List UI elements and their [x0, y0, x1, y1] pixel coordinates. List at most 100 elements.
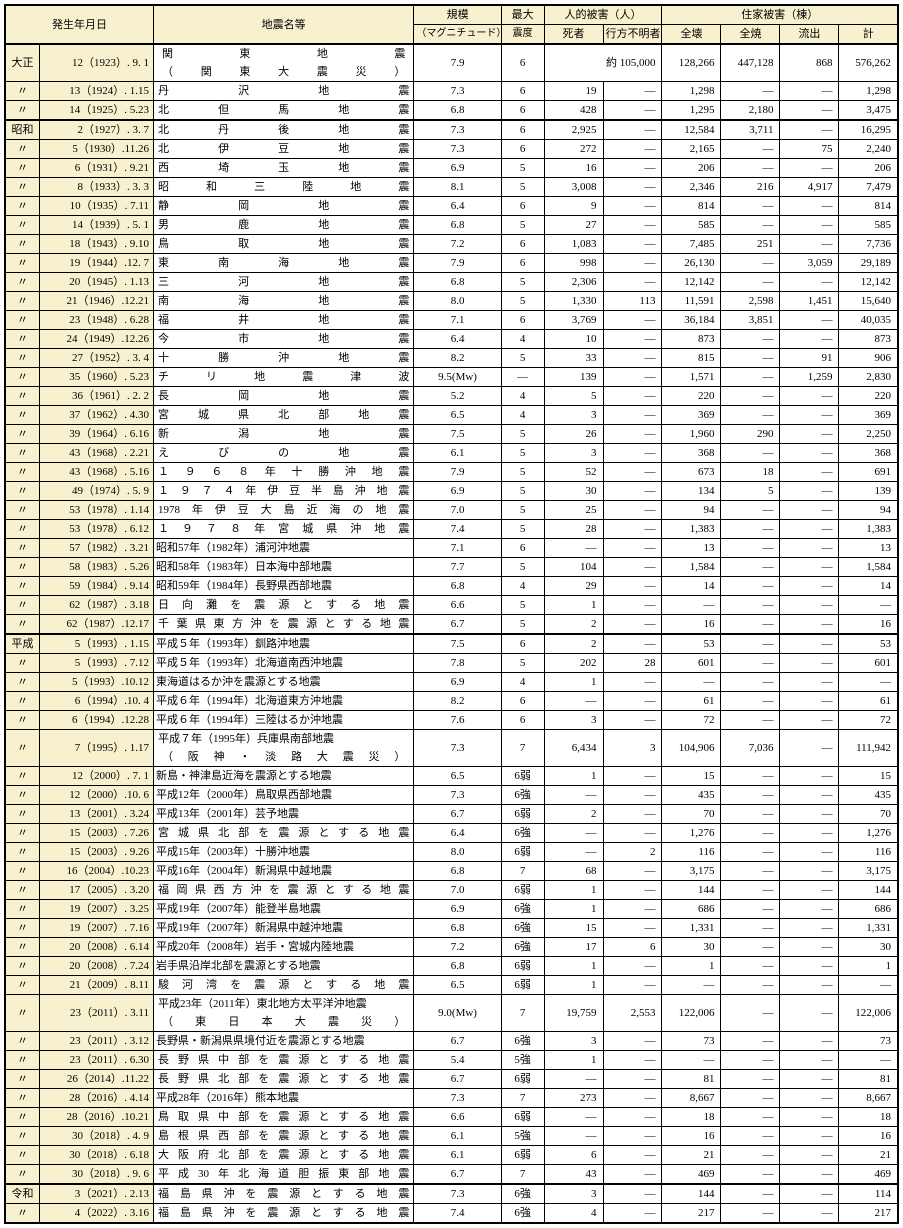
table-row: 〃19（2007）. 7.16平成19年（2007年）新潟県中越沖地震6.86強… [5, 919, 898, 938]
era-cell: 〃 [5, 1165, 40, 1185]
intensity-cell: 6 [501, 197, 544, 216]
total-cell: 368 [839, 444, 898, 463]
missing-cell: ― [603, 349, 662, 368]
deaths-cell: 3 [544, 444, 603, 463]
date-cell: 5（1993）. 1.15 [40, 634, 154, 654]
intensity-cell: 6 [501, 711, 544, 730]
deaths-cell: 10 [544, 330, 603, 349]
burned-cell: ― [721, 767, 780, 786]
total-cell: 30 [839, 938, 898, 957]
date-cell: 5（1993）.10.12 [40, 673, 154, 692]
deaths-cell: ― [544, 786, 603, 805]
magnitude-cell: 7.1 [414, 539, 501, 558]
table-row: 〃62（1987）. 3.18日向灘を震源とする地震6.651――――― [5, 596, 898, 615]
intensity-cell: 6強 [501, 900, 544, 919]
era-cell: 〃 [5, 254, 40, 273]
washed-cell: ― [780, 843, 839, 862]
date-cell: 19（2007）. 7.16 [40, 919, 154, 938]
era-cell: 〃 [5, 82, 40, 101]
total-cell: 1,584 [839, 558, 898, 577]
total-cell: 70 [839, 805, 898, 824]
date-cell: 13（1924）. 1.15 [40, 82, 154, 101]
burned-cell: ― [721, 862, 780, 881]
intensity-cell: 5 [501, 615, 544, 635]
burned-cell: ― [721, 900, 780, 919]
table-row: 〃24（1949）.12.26今市地震6.4410―873――873 [5, 330, 898, 349]
washed-cell: ― [780, 1127, 839, 1146]
missing-cell: 2,553 [603, 995, 662, 1032]
destroyed-cell: 220 [662, 387, 721, 406]
burned-cell: ― [721, 1165, 780, 1185]
deaths-cell: 1 [544, 767, 603, 786]
name-cell: 福井地震 [153, 311, 413, 330]
intensity-cell: 7 [501, 862, 544, 881]
magnitude-cell: 6.6 [414, 1108, 501, 1127]
total-cell: 686 [839, 900, 898, 919]
missing-cell: ― [603, 1204, 662, 1224]
intensity-cell: 6 [501, 101, 544, 121]
name-cell: 北伊豆地震 [153, 140, 413, 159]
washed-cell: ― [780, 957, 839, 976]
washed-cell: ― [780, 235, 839, 254]
table-row: 〃 4（2022）. 3.16福島県沖を震源とする地震7.46強4―217――2… [5, 1204, 898, 1224]
table-row: 〃28（2016）.10.21鳥取県中部を震源とする地震6.66弱――18――1… [5, 1108, 898, 1127]
intensity-cell: 6 [501, 311, 544, 330]
name-cell: 長岡地震 [153, 387, 413, 406]
washed-cell: ― [780, 311, 839, 330]
era-cell: 〃 [5, 463, 40, 482]
magnitude-cell: 7.7 [414, 558, 501, 577]
era-cell: 〃 [5, 862, 40, 881]
table-row: 〃43（1968）. 2.21えびの地震6.153―368――368 [5, 444, 898, 463]
destroyed-cell: 61 [662, 692, 721, 711]
washed-cell: ― [780, 501, 839, 520]
deaths-cell: ― [544, 692, 603, 711]
magnitude-cell: 6.7 [414, 1165, 501, 1185]
missing-cell: ― [603, 824, 662, 843]
era-cell: 〃 [5, 520, 40, 539]
total-cell: 217 [839, 1204, 898, 1224]
deaths-cell: 15 [544, 919, 603, 938]
name-cell: 宮城県北部地震 [153, 406, 413, 425]
magnitude-cell: 6.8 [414, 101, 501, 121]
missing-cell: ― [603, 444, 662, 463]
deaths-cell: 25 [544, 501, 603, 520]
missing-cell: ― [603, 881, 662, 900]
washed-cell: ― [780, 101, 839, 121]
missing-cell: ― [603, 425, 662, 444]
date-cell: 23（2011）. 3.12 [40, 1032, 154, 1051]
intensity-cell: 6強 [501, 1204, 544, 1224]
total-cell: 116 [839, 843, 898, 862]
intensity-cell: 6強 [501, 919, 544, 938]
washed-cell: ― [780, 82, 839, 101]
era-cell: 〃 [5, 558, 40, 577]
era-cell: 〃 [5, 330, 40, 349]
burned-cell: ― [721, 159, 780, 178]
date-cell: 53（1978）. 1.14 [40, 501, 154, 520]
missing-cell: ― [603, 387, 662, 406]
date-cell: 15（2003）. 7.26 [40, 824, 154, 843]
total-cell: 144 [839, 881, 898, 900]
header-human: 人的被害（人） [544, 5, 662, 25]
washed-cell: ― [780, 938, 839, 957]
deaths-cell: 3,769 [544, 311, 603, 330]
earthquake-table: 発生年月日 地震名等 規模 最大 人的被害（人） 住家被害（棟） （マグニチュー… [4, 4, 899, 1224]
magnitude-cell: 6.5 [414, 406, 501, 425]
magnitude-cell: 6.9 [414, 673, 501, 692]
total-cell: 2,250 [839, 425, 898, 444]
deaths-cell: 4 [544, 1204, 603, 1224]
burned-cell: 2,180 [721, 101, 780, 121]
table-row: 〃15（2003）. 7.26宮城県北部を震源とする地震6.46強――1,276… [5, 824, 898, 843]
deaths-cell: 29 [544, 577, 603, 596]
missing-cell: ― [603, 711, 662, 730]
magnitude-cell: 6.4 [414, 824, 501, 843]
date-cell: 3（2021）. 2.13 [40, 1184, 154, 1204]
intensity-cell: 5 [501, 444, 544, 463]
intensity-cell: 6 [501, 82, 544, 101]
magnitude-cell: 7.8 [414, 654, 501, 673]
total-cell: 15,640 [839, 292, 898, 311]
burned-cell: ― [721, 577, 780, 596]
washed-cell: ― [780, 654, 839, 673]
magnitude-cell: 7.5 [414, 425, 501, 444]
missing-cell: ― [603, 368, 662, 387]
deaths-cell: 428 [544, 101, 603, 121]
